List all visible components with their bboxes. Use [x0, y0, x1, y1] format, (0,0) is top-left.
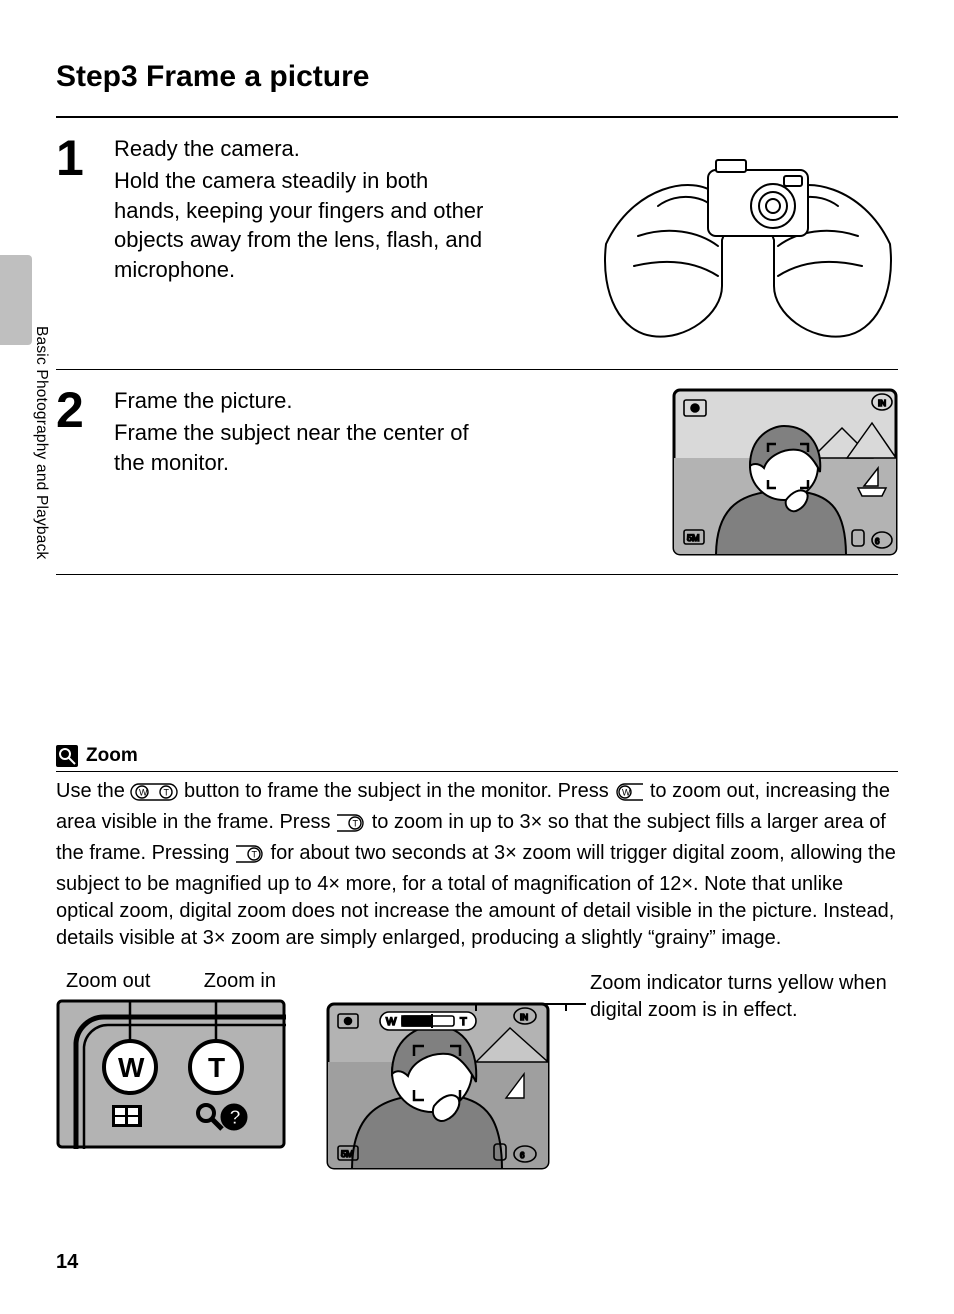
step-illustration	[598, 136, 898, 351]
svg-text:T: T	[353, 819, 359, 829]
svg-text:W: W	[622, 788, 631, 798]
zoom-paragraph: Use the WT button to frame the subject i…	[56, 778, 898, 952]
zoom-text: Use the	[56, 780, 130, 802]
zoom-text: button to frame the subject in the monit…	[184, 780, 614, 802]
svg-text:IN: IN	[878, 399, 886, 408]
zoom-heading: Zoom	[56, 745, 898, 767]
svg-text:T: T	[164, 788, 170, 798]
svg-text:T: T	[251, 850, 257, 860]
zoom-in-label: Zoom in	[204, 970, 276, 993]
svg-text:?: ?	[229, 1107, 241, 1129]
svg-text:6: 6	[875, 537, 880, 546]
wt-button-icon: WT	[130, 782, 178, 809]
svg-text:T: T	[460, 1016, 467, 1028]
step-number: 1	[56, 136, 114, 181]
zoom-monitor-illustration-icon: W T IN 5M 6	[326, 1002, 586, 1172]
step-1: 1 Ready the camera. Hold the camera stea…	[56, 118, 898, 369]
svg-text:6: 6	[520, 1151, 525, 1160]
w-button-icon: W	[614, 782, 644, 809]
zoom-indicator-caption: Zoom indicator turns yellow when digital…	[590, 970, 898, 1024]
page-number: 14	[56, 1251, 78, 1274]
svg-text:5M: 5M	[341, 1149, 354, 1159]
svg-text:IN: IN	[520, 1013, 528, 1022]
step-body: Frame the picture. Frame the subject nea…	[114, 388, 598, 477]
step-divider	[56, 574, 898, 575]
zoom-rule	[56, 771, 898, 772]
page-heading: Step3 Frame a picture	[56, 60, 898, 94]
t-button-icon: T	[235, 844, 265, 871]
step-illustration: IN 5M 6	[598, 388, 898, 556]
svg-text:T: T	[208, 1052, 225, 1083]
side-tab	[0, 255, 32, 345]
zoom-title: Zoom	[86, 745, 138, 767]
step-title: Frame the picture.	[114, 388, 588, 414]
svg-text:W: W	[118, 1052, 145, 1083]
step-text: Hold the camera steadily in both hands, …	[114, 166, 484, 285]
zoom-buttons-illustration-icon: W T ?	[56, 999, 286, 1149]
zoom-buttons-figure: Zoom out Zoom in W	[56, 970, 286, 1154]
step-body: Ready the camera. Hold the camera steadi…	[114, 136, 598, 285]
step-text: Frame the subject near the center of the…	[114, 418, 484, 477]
svg-text:5M: 5M	[687, 533, 700, 543]
zoom-figures: Zoom out Zoom in W	[56, 970, 898, 1177]
zoom-monitor-figure: W T IN 5M 6	[326, 1002, 550, 1177]
side-section-label: Basic Photography and Playback	[32, 326, 50, 559]
svg-text:W: W	[139, 788, 148, 798]
monitor-preview-illustration-icon: IN 5M 6	[672, 388, 898, 556]
step-2: 2 Frame the picture. Frame the subject n…	[56, 370, 898, 574]
t-button-icon: T	[336, 813, 366, 840]
magnifier-icon	[56, 745, 78, 767]
step-number: 2	[56, 388, 114, 433]
step-title: Ready the camera.	[114, 136, 588, 162]
svg-text:W: W	[386, 1016, 397, 1028]
manual-page: Basic Photography and Playback Step3 Fra…	[0, 0, 954, 1314]
zoom-section: Zoom Use the WT button to frame the subj…	[56, 745, 898, 1177]
zoom-out-label: Zoom out	[66, 970, 150, 993]
hands-camera-illustration-icon	[598, 136, 898, 351]
